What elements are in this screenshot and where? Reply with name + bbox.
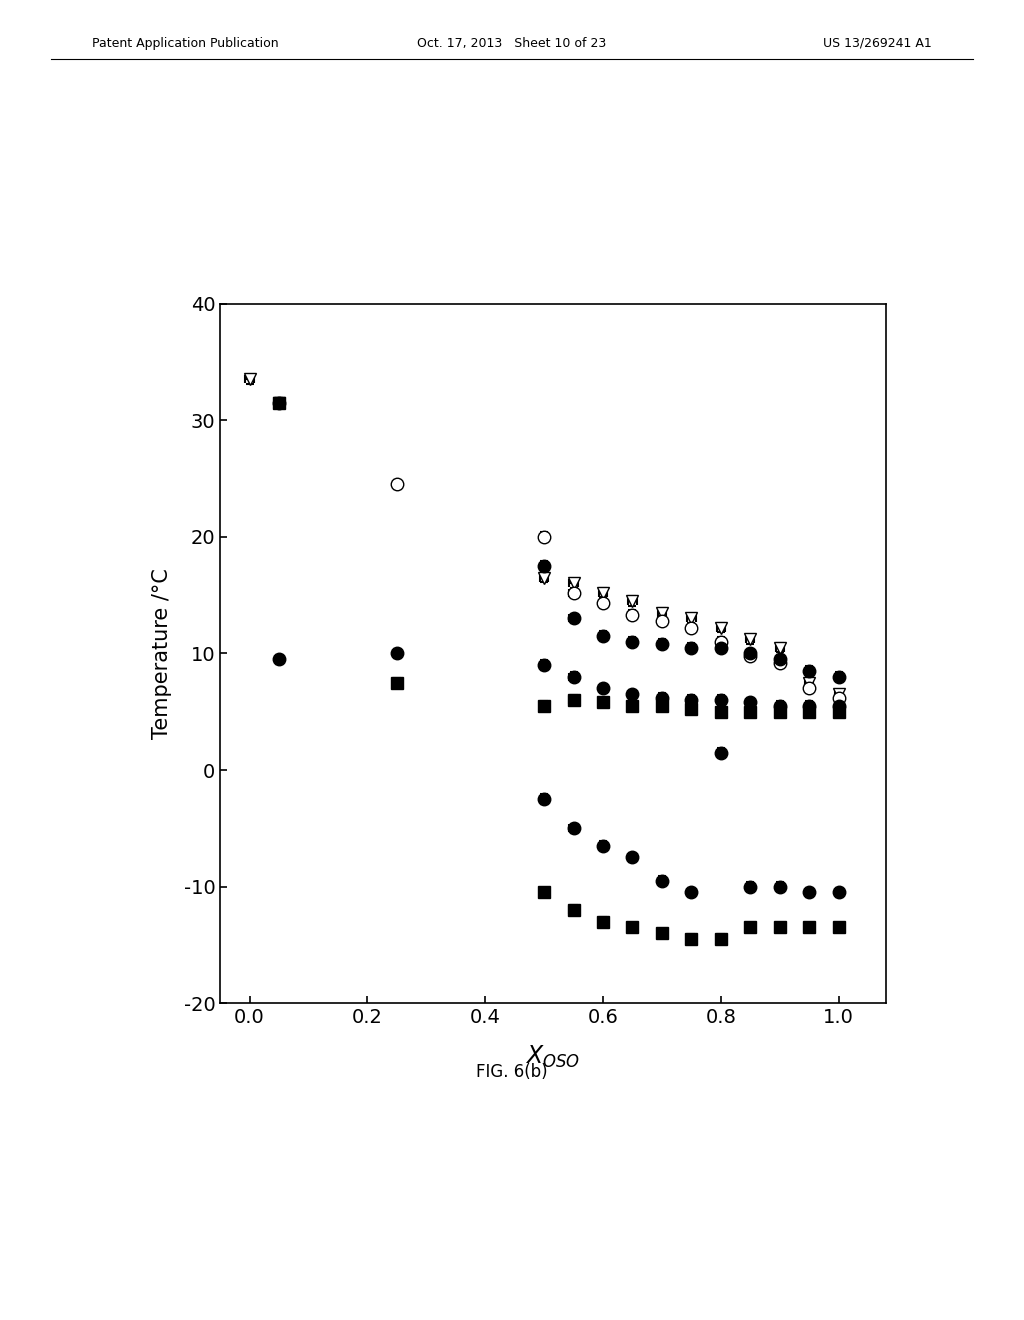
Y-axis label: Temperature /°C: Temperature /°C xyxy=(153,568,172,739)
Text: Patent Application Publication: Patent Application Publication xyxy=(92,37,279,50)
X-axis label: $\mathit{X}_{OSO}$: $\mathit{X}_{OSO}$ xyxy=(525,1044,581,1071)
Text: US 13/269241 A1: US 13/269241 A1 xyxy=(823,37,932,50)
Text: Oct. 17, 2013   Sheet 10 of 23: Oct. 17, 2013 Sheet 10 of 23 xyxy=(418,37,606,50)
Text: FIG. 6(b): FIG. 6(b) xyxy=(476,1063,548,1081)
